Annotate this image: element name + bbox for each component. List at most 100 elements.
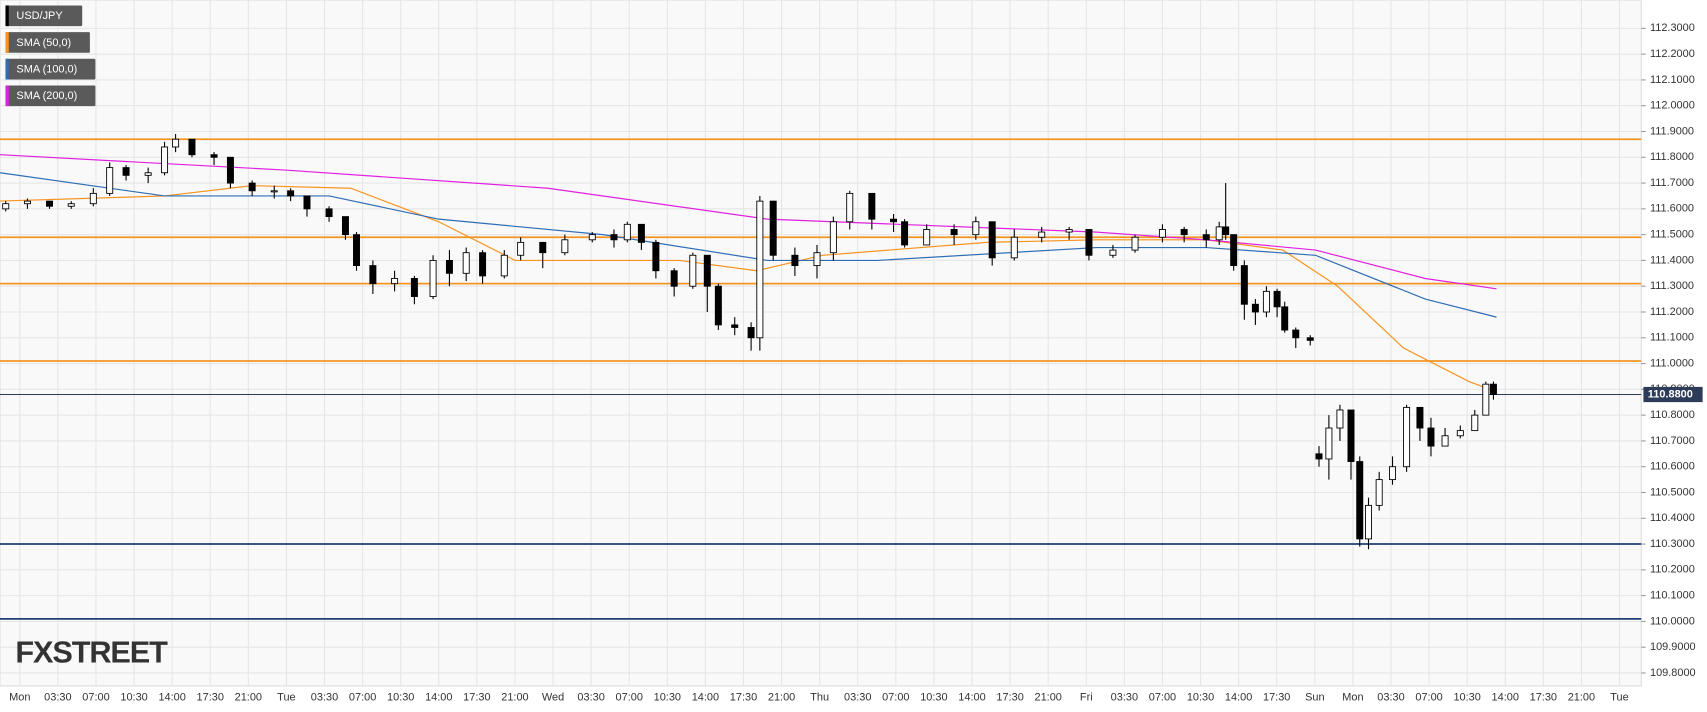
x-tick-label: 17:30 bbox=[463, 692, 490, 704]
candle-body bbox=[756, 200, 764, 339]
candle-body bbox=[769, 200, 777, 256]
y-tick-label: 111.9000 bbox=[1650, 125, 1694, 137]
x-tick-label: 03:30 bbox=[1111, 692, 1138, 704]
legend: USD/JPY SMA (50,0) SMA (100,0) SMA (200,0) bbox=[5, 5, 96, 107]
x-tick-label: 21:00 bbox=[768, 692, 795, 704]
candle-body bbox=[161, 146, 169, 174]
x-tick-label: 21:00 bbox=[1034, 692, 1061, 704]
x-tick-label: 17:30 bbox=[996, 692, 1023, 704]
legend-label: SMA (50,0) bbox=[16, 37, 71, 49]
candle-body bbox=[1158, 229, 1166, 238]
y-tick-label: 111.6000 bbox=[1650, 203, 1694, 215]
candle-body bbox=[1416, 406, 1424, 429]
candle-body bbox=[172, 138, 180, 148]
candle-body bbox=[303, 195, 311, 210]
candle-body bbox=[791, 254, 799, 267]
x-tick-label: Sun bbox=[1305, 692, 1324, 704]
y-tick-label: 112.2000 bbox=[1650, 48, 1695, 60]
candle-body bbox=[923, 229, 931, 246]
candle-body bbox=[1356, 461, 1364, 540]
x-tick-label: Wed bbox=[542, 692, 564, 704]
candle-body bbox=[950, 229, 958, 236]
candle-body bbox=[1336, 409, 1344, 429]
legend-box bbox=[5, 85, 96, 107]
candle-body bbox=[325, 208, 333, 218]
y-tick-label: 111.5000 bbox=[1650, 229, 1694, 241]
candle-body bbox=[829, 221, 837, 254]
y-tick-label: 111.4000 bbox=[1650, 254, 1694, 266]
x-tick-label: 14:00 bbox=[1492, 692, 1519, 704]
candle-body bbox=[1131, 236, 1139, 251]
y-tick-label: 110.2000 bbox=[1650, 564, 1695, 576]
candle-body bbox=[1251, 303, 1259, 313]
x-tick-label: 07:00 bbox=[616, 692, 643, 704]
legend-box bbox=[5, 5, 83, 27]
x-tick-label: Mon bbox=[1342, 692, 1363, 704]
y-tick-label: 110.0000 bbox=[1650, 615, 1695, 627]
x-tick-label: 17:30 bbox=[197, 692, 224, 704]
legend-label: SMA (100,0) bbox=[16, 64, 77, 76]
candle-body bbox=[445, 259, 453, 274]
candle-body bbox=[561, 239, 569, 254]
candle-body bbox=[210, 154, 218, 158]
y-tick-label: 110.5000 bbox=[1650, 486, 1695, 498]
x-tick-label: 17:30 bbox=[730, 692, 757, 704]
candle-body bbox=[539, 241, 547, 254]
candle-body bbox=[972, 221, 980, 236]
y-tick-label: 111.8000 bbox=[1650, 151, 1694, 163]
y-tick-label: 110.7000 bbox=[1650, 435, 1695, 447]
x-tick-label: 10:30 bbox=[1187, 692, 1214, 704]
y-tick-label: 111.1000 bbox=[1650, 332, 1694, 344]
candle-body bbox=[106, 167, 114, 194]
candle-body bbox=[188, 138, 196, 156]
candle-body bbox=[122, 167, 130, 176]
candle-body bbox=[610, 234, 618, 241]
last-price-box bbox=[1643, 386, 1703, 403]
y-tick-label: 112.1000 bbox=[1650, 74, 1695, 86]
last-price-label: 110.8800 bbox=[1648, 388, 1693, 400]
plot-area bbox=[0, 0, 1642, 687]
x-tick-label: 14:00 bbox=[692, 692, 719, 704]
y-tick-label: 111.0000 bbox=[1650, 357, 1694, 369]
candle-body bbox=[500, 254, 508, 277]
x-tick-label: 07:00 bbox=[1415, 692, 1442, 704]
candle-body bbox=[1262, 290, 1270, 313]
candle-body bbox=[353, 234, 360, 267]
candle-body bbox=[637, 223, 645, 243]
candle-body bbox=[1489, 383, 1497, 395]
y-tick-label: 110.8000 bbox=[1650, 409, 1695, 421]
x-tick-label: Fri bbox=[1080, 692, 1093, 704]
candle-body bbox=[226, 156, 234, 184]
candle-body bbox=[1065, 229, 1073, 233]
y-tick-label: 110.4000 bbox=[1650, 512, 1695, 524]
legend-label: SMA (200,0) bbox=[16, 90, 77, 102]
y-tick-label: 109.9000 bbox=[1650, 641, 1696, 653]
x-tick-label: 10:30 bbox=[120, 692, 147, 704]
x-tick-label: 07:00 bbox=[882, 692, 909, 704]
x-tick-label: 07:00 bbox=[1149, 692, 1176, 704]
candle-body bbox=[890, 218, 898, 223]
candle-body bbox=[1240, 265, 1248, 305]
x-tick-label: 17:30 bbox=[1530, 692, 1557, 704]
sma-line bbox=[0, 185, 1497, 393]
candle-body bbox=[517, 241, 525, 256]
candle-body bbox=[1365, 504, 1372, 540]
legend-label: USD/JPY bbox=[16, 10, 63, 22]
candle-body bbox=[1109, 249, 1117, 256]
candle-body bbox=[462, 252, 470, 274]
legend-box bbox=[5, 32, 90, 53]
candle-body bbox=[1202, 234, 1210, 241]
x-tick-label: 10:30 bbox=[387, 692, 414, 704]
y-tick-label: 112.0000 bbox=[1650, 100, 1695, 112]
x-tick-label: 14:00 bbox=[1225, 692, 1252, 704]
candle-body bbox=[1292, 329, 1300, 339]
x-tick-label: Mon bbox=[9, 692, 30, 704]
candle-body bbox=[868, 192, 876, 220]
legend-swatch bbox=[5, 85, 9, 107]
candle-body bbox=[1347, 409, 1355, 462]
candle-body bbox=[1315, 453, 1323, 460]
y-tick-label: 110.3000 bbox=[1650, 538, 1695, 550]
candle-body bbox=[270, 190, 278, 193]
candle-body bbox=[714, 285, 722, 326]
candle-body bbox=[813, 252, 821, 267]
